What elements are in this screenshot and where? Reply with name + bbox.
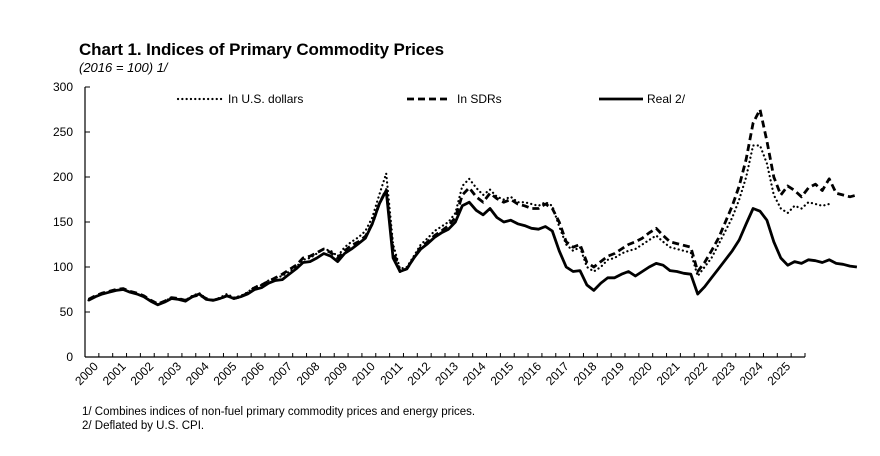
x-tick-label: 2011 [377, 359, 405, 387]
chart-title: Chart 1. Indices of Primary Commodity Pr… [79, 40, 444, 59]
x-tick-label: 2016 [515, 359, 544, 388]
series-line-in-u-s-dollars [87, 144, 831, 306]
y-tick-label: 50 [60, 305, 74, 319]
y-tick-label: 150 [53, 215, 73, 229]
x-tick-label: 2001 [100, 359, 129, 388]
y-tick-label: 0 [66, 350, 73, 364]
legend-label: In SDRs [457, 92, 502, 106]
x-tick-label: 2000 [72, 359, 101, 388]
legend-label: Real 2/ [647, 92, 686, 106]
footnotes: 1/ Combines indices of non-fuel primary … [82, 405, 475, 433]
x-tick-label: 2022 [681, 359, 710, 388]
x-tick-label: 2010 [349, 359, 378, 388]
x-tick-label: 2023 [709, 359, 738, 388]
chart-subtitle: (2016 = 100) 1/ [79, 60, 168, 75]
axes: 0501001502002503002000200120022003200420… [53, 80, 806, 388]
x-tick-label: 2024 [737, 359, 766, 388]
x-tick-label: 2018 [571, 359, 600, 388]
legend: In U.S. dollars In SDRs Real 2/ [176, 92, 686, 106]
legend-label: In U.S. dollars [228, 92, 303, 106]
x-tick-label: 2017 [543, 359, 572, 388]
y-tick-label: 100 [53, 260, 73, 274]
series-layer [87, 108, 858, 307]
x-tick-label: 2002 [128, 359, 157, 388]
x-tick-label: 2008 [294, 359, 323, 388]
y-tick-label: 250 [53, 125, 73, 139]
x-tick-label: 2019 [598, 359, 627, 388]
x-tick-label: 2014 [460, 359, 489, 388]
y-tick-label: 200 [53, 170, 73, 184]
x-tick-label: 2020 [626, 359, 655, 388]
x-tick-label: 2007 [266, 359, 295, 388]
y-tick-label: 300 [53, 80, 73, 94]
x-tick-label: 2004 [183, 359, 212, 388]
footnote-2: 2/ Deflated by U.S. CPI. [82, 420, 205, 432]
x-tick-label: 2013 [432, 359, 461, 388]
x-tick-label: 2015 [488, 359, 517, 388]
x-tick-label: 2005 [211, 359, 240, 388]
x-tick-label: 2003 [155, 359, 184, 388]
x-tick-label: 2025 [764, 359, 793, 388]
x-tick-label: 2012 [404, 359, 433, 388]
footnote-1: 1/ Combines indices of non-fuel primary … [82, 406, 476, 418]
series-line-real-2 [87, 189, 858, 307]
x-tick-label: 2009 [321, 359, 350, 388]
x-tick-label: 2006 [238, 359, 267, 388]
x-tick-label: 2021 [654, 359, 683, 388]
